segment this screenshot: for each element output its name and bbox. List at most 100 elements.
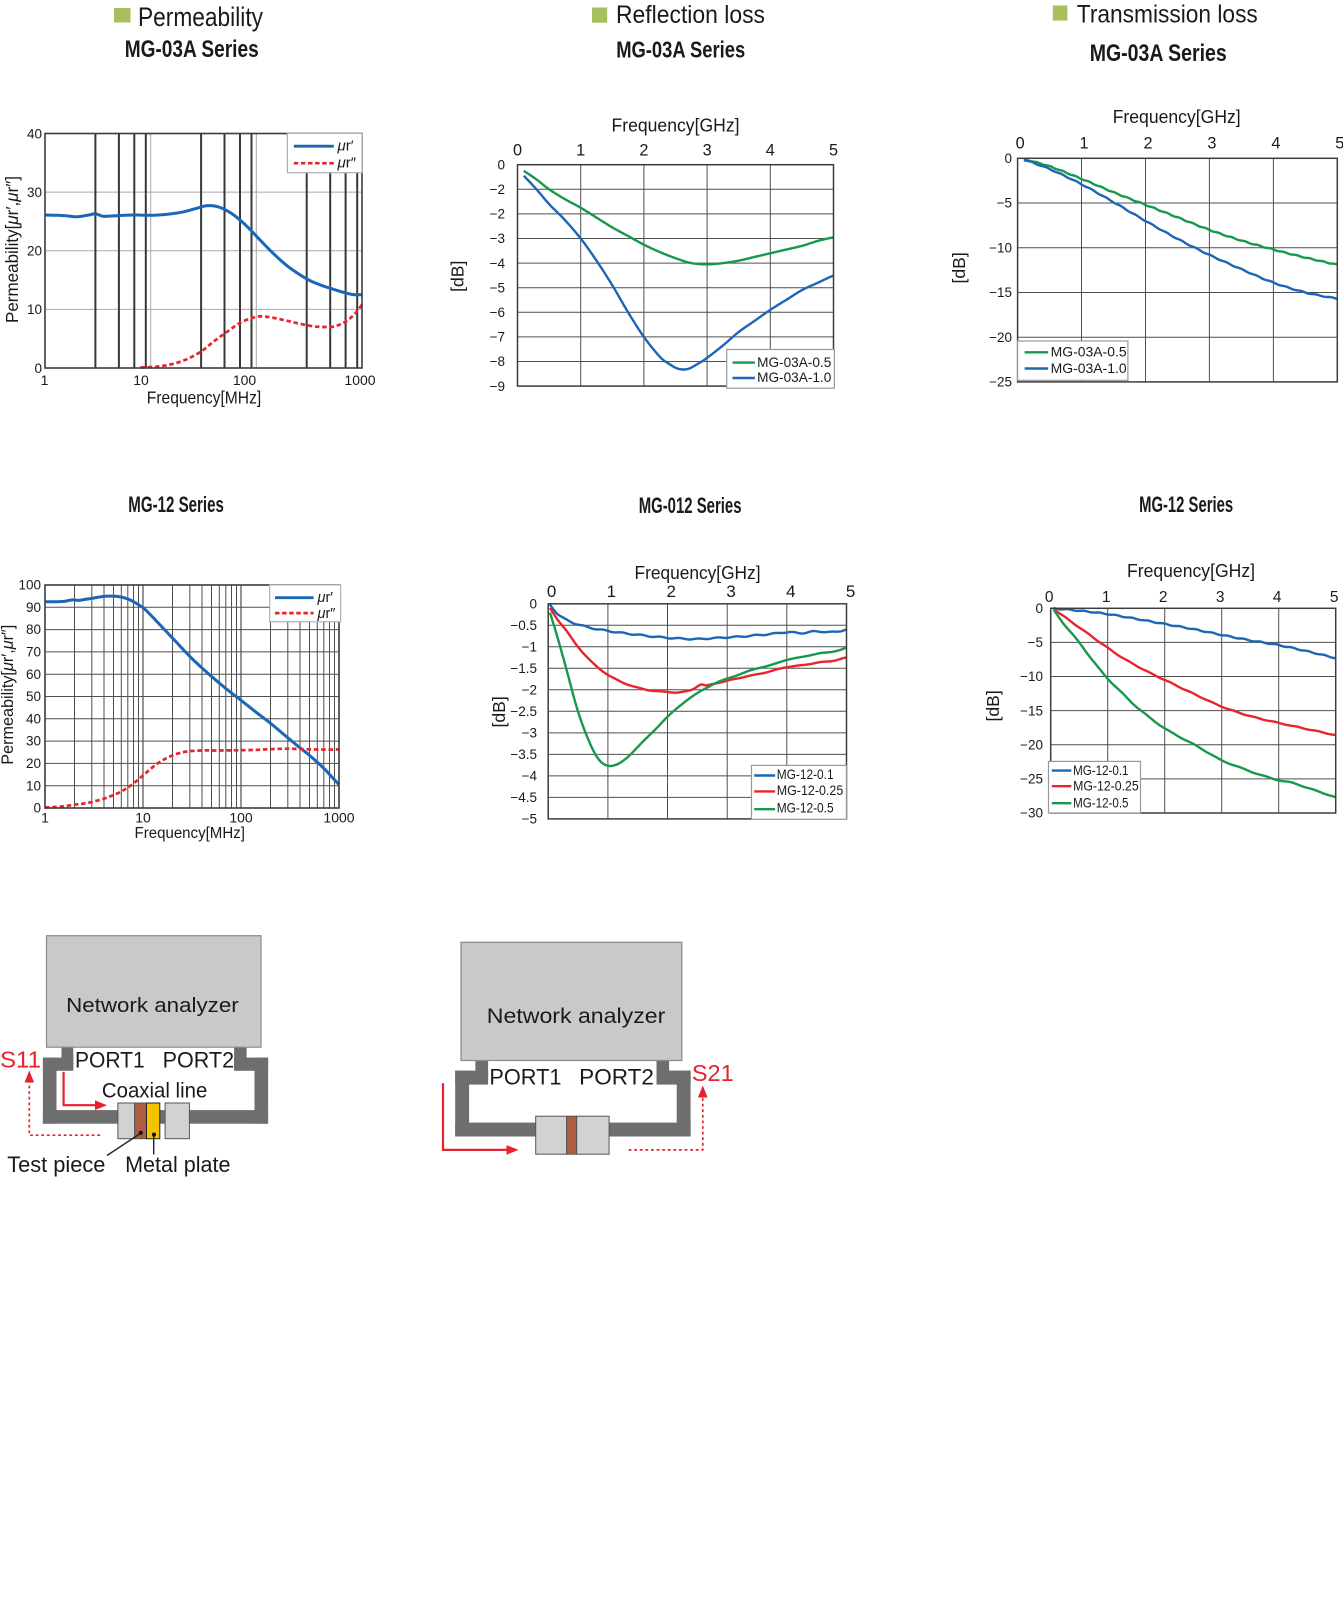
svg-text:Permeability[μr′,μr″]: Permeability[μr′,μr″] [0,625,17,765]
svg-text:−5: −5 [997,196,1012,211]
svg-text:−4.5: −4.5 [510,790,537,805]
svg-text:0: 0 [33,801,41,816]
svg-text:1: 1 [1102,589,1111,606]
svg-text:MG-03A Series: MG-03A Series [125,36,259,63]
svg-text:2: 2 [1159,589,1168,606]
svg-text:Frequency[MHz]: Frequency[MHz] [147,388,261,408]
svg-text:0: 0 [547,582,556,601]
svg-text:[dB]: [dB] [489,696,509,727]
svg-text:−5: −5 [1028,635,1043,650]
svg-text:3: 3 [1207,135,1216,153]
svg-text:60: 60 [26,667,41,682]
svg-text:−2: −2 [490,182,505,197]
svg-text:MG-03A Series: MG-03A Series [1090,40,1227,67]
svg-text:−20: −20 [1020,738,1043,753]
svg-text:30: 30 [26,734,41,749]
svg-text:PORT1: PORT1 [489,1065,561,1090]
svg-text:−3: −3 [522,726,537,741]
svg-text:MG-12 Series: MG-12 Series [128,492,224,517]
svg-text:−3.5: −3.5 [510,747,537,762]
svg-text:100: 100 [18,578,41,593]
svg-text:μr″: μr″ [317,606,336,622]
svg-text:Metal plate: Metal plate [125,1152,230,1177]
svg-text:Network analyzer: Network analyzer [66,995,239,1017]
svg-text:−5: −5 [490,280,505,295]
svg-text:4: 4 [1271,135,1280,153]
svg-text:−2: −2 [522,683,537,698]
svg-text:[dB]: [dB] [983,690,1003,721]
svg-text:Permeability[μr′,μr″]: Permeability[μr′,μr″] [2,176,22,323]
svg-text:1: 1 [607,582,616,601]
svg-text:10: 10 [135,810,151,826]
svg-text:MG-12-0.25: MG-12-0.25 [1073,778,1139,794]
svg-text:0: 0 [513,142,522,160]
svg-text:3: 3 [726,582,735,601]
svg-text:−25: −25 [1020,772,1043,787]
svg-text:−4: −4 [490,256,506,271]
svg-text:−25: −25 [989,375,1012,390]
svg-text:−1.5: −1.5 [510,661,537,676]
svg-text:90: 90 [26,600,41,615]
svg-text:MG-12-0.1: MG-12-0.1 [777,766,834,782]
svg-text:40: 40 [26,711,41,726]
svg-text:1: 1 [1079,135,1088,153]
svg-text:PORT2: PORT2 [163,1047,235,1072]
svg-text:−0.5: −0.5 [510,618,537,633]
svg-text:70: 70 [26,645,41,660]
svg-text:μr″: μr″ [337,155,357,172]
svg-text:0: 0 [497,157,505,172]
svg-text:Network analyzer: Network analyzer [487,1005,666,1028]
svg-text:10: 10 [27,302,42,317]
svg-text:MG-12-0.5: MG-12-0.5 [777,800,834,816]
svg-text:−9: −9 [490,379,505,394]
svg-text:−2: −2 [490,207,505,222]
svg-text:5: 5 [1335,135,1343,153]
svg-text:0: 0 [1045,589,1054,606]
svg-text:4: 4 [786,582,795,601]
svg-text:1: 1 [41,372,49,388]
svg-text:−1: −1 [522,640,537,655]
svg-text:MG-12 Series: MG-12 Series [1139,492,1233,517]
svg-text:Frequency[GHz]: Frequency[GHz] [612,115,740,135]
svg-text:0: 0 [1004,151,1012,166]
svg-text:[dB]: [dB] [448,261,468,292]
svg-text:μr′: μr′ [337,138,354,155]
svg-text:Transmission loss: Transmission loss [1077,0,1258,28]
svg-text:20: 20 [26,756,41,771]
svg-text:MG-03A-1.0: MG-03A-1.0 [757,369,831,385]
svg-text:2: 2 [666,582,675,601]
svg-text:Reflection loss: Reflection loss [616,1,765,29]
svg-text:1000: 1000 [323,810,354,826]
svg-text:−30: −30 [1020,806,1043,821]
svg-text:−10: −10 [989,240,1012,255]
svg-text:PORT1: PORT1 [75,1047,145,1072]
svg-text:80: 80 [26,622,41,637]
svg-text:4: 4 [1273,589,1282,606]
svg-text:−4: −4 [522,769,538,784]
svg-text:5: 5 [846,582,855,601]
svg-text:−8: −8 [490,354,505,369]
svg-text:Test piece: Test piece [7,1152,105,1177]
svg-text:100: 100 [233,372,257,388]
svg-text:3: 3 [1216,589,1225,606]
svg-text:PORT2: PORT2 [579,1065,654,1090]
svg-text:20: 20 [27,244,42,259]
svg-text:−20: −20 [989,330,1012,345]
svg-text:0: 0 [1035,601,1043,616]
svg-text:30: 30 [27,185,42,200]
svg-text:2: 2 [639,142,648,160]
svg-text:−3: −3 [490,231,505,246]
svg-text:Frequency[GHz]: Frequency[GHz] [1127,561,1255,581]
svg-text:10: 10 [133,372,149,388]
svg-text:S11: S11 [0,1046,41,1072]
svg-text:0: 0 [1016,135,1025,153]
svg-text:2: 2 [1143,135,1152,153]
svg-text:−15: −15 [989,285,1012,300]
svg-text:5: 5 [829,142,838,160]
svg-text:MG-12-0.1: MG-12-0.1 [1073,762,1129,778]
svg-text:−7: −7 [490,330,505,345]
svg-text:4: 4 [766,142,775,160]
svg-text:0: 0 [34,361,42,376]
svg-text:5: 5 [1330,589,1339,606]
svg-text:μr′: μr′ [317,590,334,606]
